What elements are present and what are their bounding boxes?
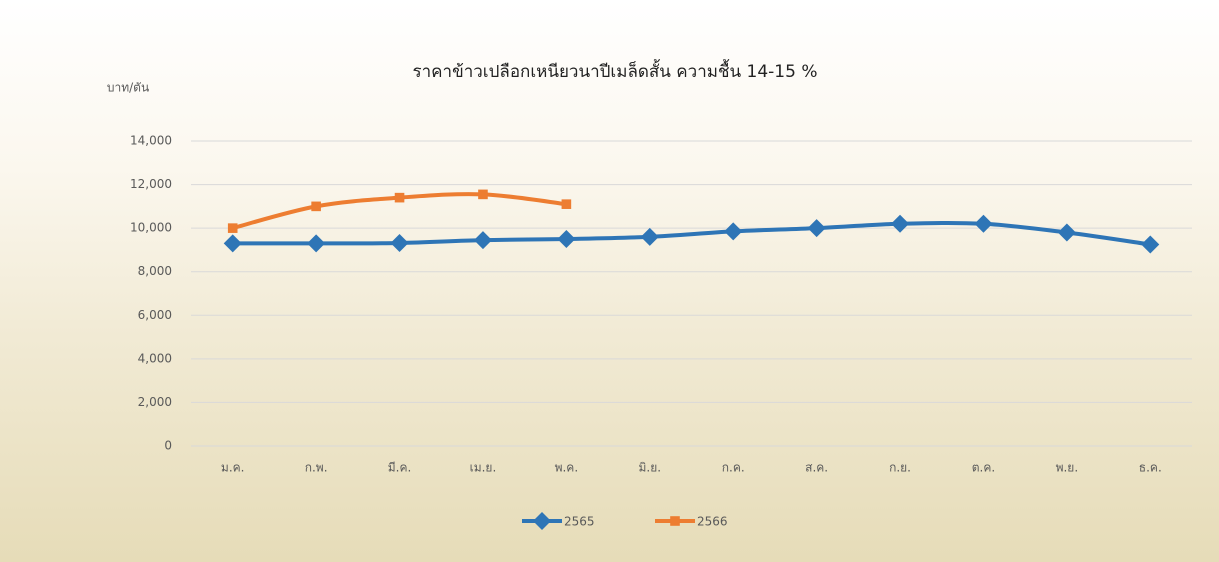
point — [1057, 223, 1076, 242]
x-tick-label: ธ.ค. — [1139, 461, 1162, 475]
x-tick-label: ก.ย. — [889, 461, 911, 475]
x-tick-label: ส.ค. — [805, 461, 828, 475]
point — [1141, 235, 1160, 254]
point — [227, 223, 238, 233]
chart-title: ราคาข้าวเปลือกเหนียวนาปีเมล็ดสั้น ความชื… — [413, 59, 818, 82]
y-tick-label: 8,000 — [138, 264, 172, 278]
series-line — [230, 220, 1153, 247]
point — [390, 233, 409, 252]
point — [311, 201, 321, 212]
point — [974, 214, 993, 233]
x-tick-label: พ.ย. — [1056, 461, 1079, 475]
legend-label: 2565 — [564, 515, 595, 529]
point — [670, 516, 680, 526]
point — [891, 214, 910, 233]
point — [394, 192, 405, 203]
point — [557, 230, 576, 249]
point — [561, 199, 572, 209]
x-tick-label: ก.พ. — [305, 461, 328, 475]
y-tick-label: 10,000 — [130, 221, 172, 235]
x-tick-label: ม.ค. — [221, 461, 245, 475]
legend-label: 2566 — [697, 515, 728, 529]
y-tick-label: 12,000 — [130, 177, 172, 191]
y-axis-label: บาท/ตัน — [107, 81, 149, 95]
x-tick-label: พ.ค. — [555, 461, 579, 475]
x-tick-label: เม.ย. — [470, 461, 497, 475]
x-tick-label: ต.ค. — [972, 461, 995, 475]
point — [533, 512, 551, 530]
point — [724, 222, 743, 241]
point — [473, 231, 492, 250]
point — [478, 189, 488, 200]
x-tick-label: มิ.ย. — [639, 461, 662, 475]
y-tick-label: 4,000 — [138, 351, 172, 365]
y-tick-label: 0 — [164, 439, 172, 453]
point — [807, 219, 826, 238]
point — [640, 227, 659, 246]
point — [307, 234, 326, 253]
x-tick-label: มี.ค. — [388, 461, 412, 475]
y-tick-label: 2,000 — [138, 395, 172, 409]
y-tick-label: 14,000 — [130, 134, 172, 148]
y-tick-label: 6,000 — [138, 308, 172, 322]
x-tick-label: ก.ค. — [722, 461, 745, 475]
point — [223, 234, 242, 253]
